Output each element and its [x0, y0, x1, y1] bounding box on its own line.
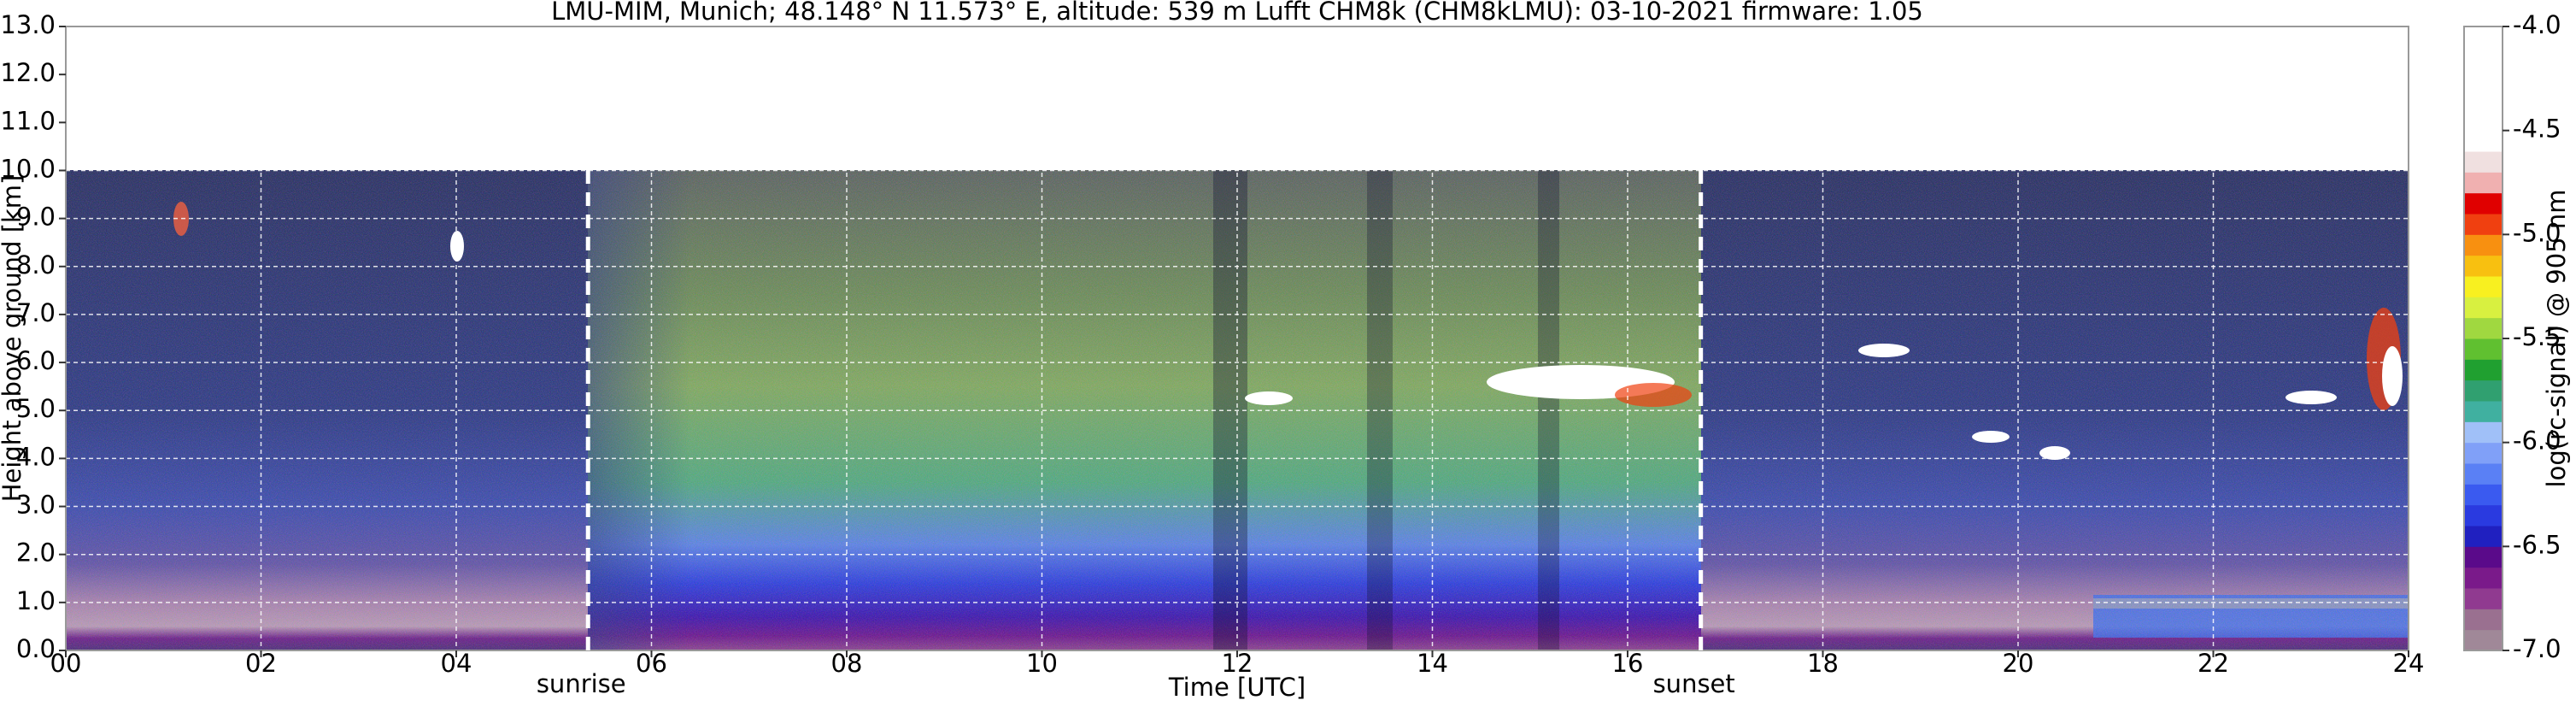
- colorbar-segment: [2464, 526, 2503, 547]
- colorbar-tick-label: -4.5: [2513, 115, 2561, 144]
- y-tick-label: 9.0: [16, 203, 56, 232]
- y-tick-label: 6.0: [16, 346, 56, 375]
- colorbar-tick-label: -6.5: [2513, 530, 2561, 559]
- colorbar-segment: [2464, 276, 2503, 297]
- x-tick-label: 06: [636, 649, 667, 678]
- colorbar-segment: [2464, 338, 2503, 360]
- y-tick-label: 1.0: [16, 586, 56, 615]
- colorbar-segment: [2464, 484, 2503, 506]
- y-tick-label: 3.0: [16, 491, 56, 520]
- colorbar-segment: [2464, 567, 2503, 589]
- colorbar-tick-label: -4.0: [2513, 10, 2561, 39]
- colorbar-segment: [2464, 89, 2503, 110]
- y-tick-label: 12.0: [0, 58, 56, 87]
- colorbar-segment: [2464, 192, 2503, 215]
- colorbar-segment: [2464, 588, 2503, 609]
- x-axis-label: Time [UTC]: [1168, 673, 1306, 702]
- x-tick-label: 24: [2393, 649, 2425, 678]
- colorbar-segment: [2464, 297, 2503, 319]
- y-tick-label: 0.0: [16, 634, 56, 663]
- colorbar-segment: [2464, 629, 2503, 651]
- x-tick-label: 12: [1222, 649, 1253, 678]
- x-tick-label: 18: [1807, 649, 1839, 678]
- x-tick-label: 00: [50, 649, 82, 678]
- colorbar-tick-label: -6.0: [2513, 427, 2561, 456]
- colorbar-tick-label: -5.0: [2513, 218, 2561, 247]
- colorbar-segment: [2464, 421, 2503, 444]
- x-tick-label: 22: [2198, 649, 2229, 678]
- event-label: sunrise: [537, 669, 626, 698]
- colorbar-segment: [2464, 401, 2503, 422]
- x-tick-label: 02: [245, 649, 277, 678]
- colorbar-segment: [2464, 317, 2503, 339]
- y-tick-label: 13.0: [0, 10, 56, 39]
- colorbar-segment: [2464, 609, 2503, 631]
- x-tick-label: 10: [1026, 649, 1058, 678]
- y-tick-label: 10.0: [0, 154, 56, 183]
- colorbar-segment: [2464, 68, 2503, 90]
- colorbar-segment: [2464, 359, 2503, 381]
- colorbar-segment: [2464, 234, 2503, 256]
- colorbar-tick-label: -5.5: [2513, 322, 2561, 351]
- y-tick-label: 11.0: [0, 106, 56, 135]
- y-tick-label: 4.0: [16, 442, 56, 471]
- colorbar-segment: [2464, 255, 2503, 277]
- colorbar-segment: [2464, 379, 2503, 402]
- y-tick-label: 7.0: [16, 298, 56, 327]
- colorbar-segment: [2464, 442, 2503, 464]
- x-tick-label: 20: [2003, 649, 2034, 678]
- colorbar-label: log(rc-signal) @ 905 nm: [2542, 190, 2571, 488]
- x-tick-label: 08: [831, 649, 863, 678]
- colorbar-segment: [2464, 546, 2503, 568]
- x-tick-label: 04: [441, 649, 472, 678]
- colorbar-segment: [2464, 47, 2503, 69]
- y-tick-label: 8.0: [16, 250, 56, 279]
- colorbar-segment: [2464, 214, 2503, 235]
- colorbar-segment: [2464, 130, 2503, 152]
- chart-title: LMU-MIM, Munich; 48.148° N 11.573° E, al…: [551, 0, 1923, 26]
- colorbar-segment: [2464, 504, 2503, 527]
- colorbar-segment: [2464, 109, 2503, 132]
- colorbar-segment: [2464, 463, 2503, 485]
- y-axis-label: Height above ground [km]: [0, 175, 26, 503]
- colorbar-segment: [2464, 172, 2503, 194]
- colorbar-segment: [2464, 151, 2503, 173]
- colorbar-tick-label: -7.0: [2513, 634, 2561, 663]
- x-tick-label: 16: [1612, 649, 1644, 678]
- event-label: sunset: [1653, 669, 1735, 698]
- x-tick-label: 14: [1417, 649, 1448, 678]
- colorbar-segment: [2464, 26, 2503, 48]
- y-tick-label: 2.0: [16, 538, 56, 568]
- y-tick-label: 5.0: [16, 394, 56, 423]
